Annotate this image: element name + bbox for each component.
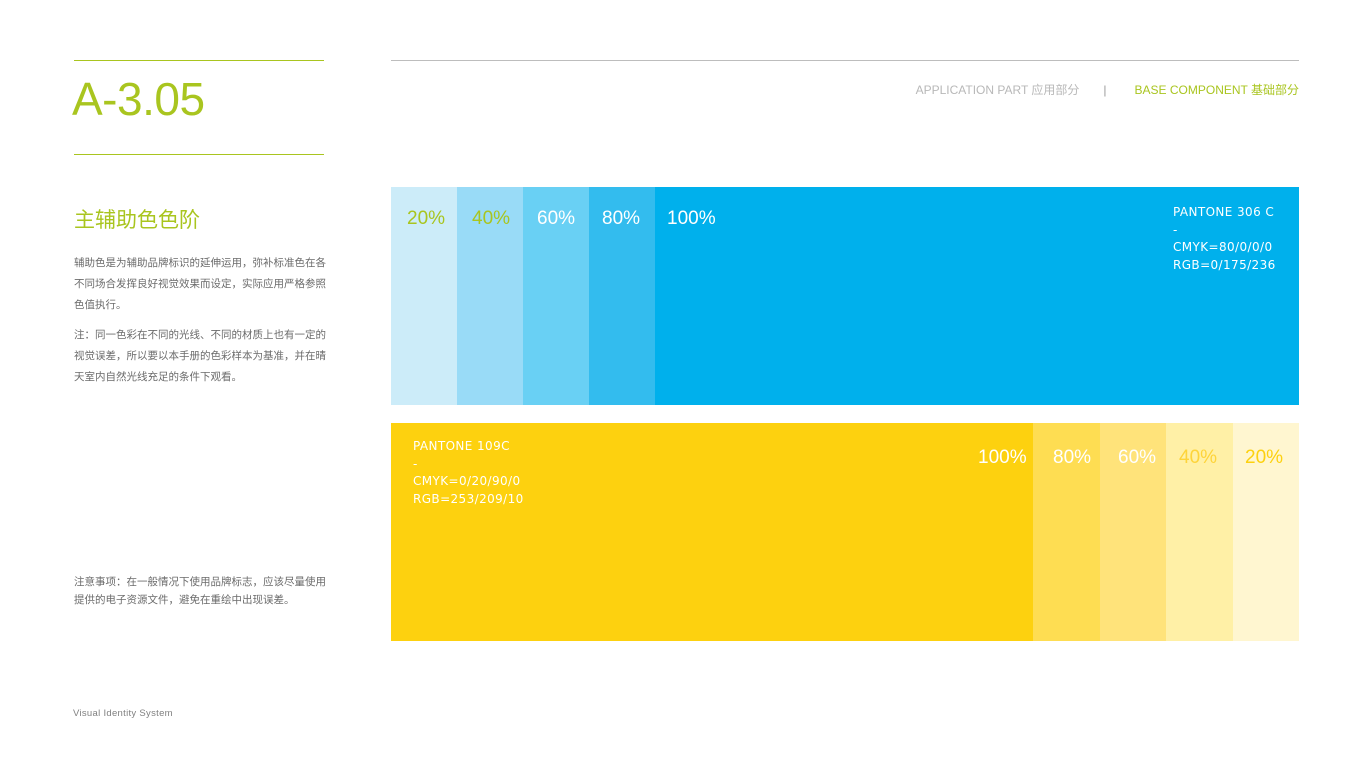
blue-tint-strip: 20% 40% 60% 80% 100% PANTONE 306 C - CMY… [391, 187, 1299, 405]
blue-swatch-100 [655, 187, 1299, 405]
yellow-rgb: RGB=253/209/10 [413, 491, 524, 506]
nav-application-part[interactable]: APPLICATION PART 应用部分 [915, 83, 1080, 97]
description-text: 辅助色是为辅助品牌标识的延伸运用，弥补标准色在各不同场合发挥良好视觉效果而设定，… [74, 257, 326, 311]
note-text: 注：同一色彩在不同的光线、不同的材质上也有一定的视觉误差，所以要以本手册的色彩样… [74, 329, 326, 383]
yellow-color-spec: PANTONE 109C - CMYK=0/20/90/0 RGB=253/20… [413, 438, 524, 508]
top-left-divider [74, 60, 324, 61]
nav-separator: | [1103, 82, 1107, 97]
yellow-pantone: PANTONE 109C [413, 439, 510, 453]
blue-tint-label-20: 20% [407, 208, 446, 229]
blue-pantone: PANTONE 306 C [1173, 205, 1275, 219]
notice-text: 注意事项：在一般情况下使用品牌标志，应该尽量使用提供的电子资源文件，避免在重绘中… [74, 576, 326, 606]
top-right-divider [391, 60, 1299, 61]
yellow-swatch-20 [1233, 423, 1299, 641]
blue-swatch-60 [523, 187, 589, 405]
blue-rgb: RGB=0/175/236 [1173, 257, 1276, 272]
blue-dash: - [1173, 222, 1178, 237]
yellow-swatch-80 [1033, 423, 1100, 641]
yellow-tint-label-40: 40% [1179, 447, 1218, 468]
yellow-tint-label-60: 60% [1118, 447, 1157, 468]
blue-color-spec: PANTONE 306 C - CMYK=80/0/0/0 RGB=0/175/… [1173, 204, 1277, 274]
yellow-dash: - [413, 456, 418, 471]
yellow-swatch-60 [1100, 423, 1166, 641]
yellow-swatch-100 [391, 423, 1033, 641]
yellow-swatch-40 [1166, 423, 1233, 641]
mid-left-divider [74, 154, 324, 155]
blue-swatch-40 [457, 187, 523, 405]
yellow-cmyk: CMYK=0/20/90/0 [413, 474, 521, 488]
blue-tint-label-80: 80% [602, 208, 641, 229]
yellow-tint-label-100: 100% [978, 447, 1027, 468]
blue-tint-label-100: 100% [667, 208, 716, 229]
yellow-tint-label-20: 20% [1245, 447, 1284, 468]
page-code: A-3.05 [72, 73, 205, 125]
nav-base-component[interactable]: BASE COMPONENT 基础部分 [1134, 83, 1299, 97]
blue-cmyk: CMYK=80/0/0/0 [1173, 240, 1273, 254]
section-title: 主辅助色色阶 [74, 208, 200, 232]
breadcrumb: APPLICATION PART 应用部分 | BASE COMPONENT 基… [916, 81, 1299, 98]
yellow-tint-label-80: 80% [1053, 447, 1092, 468]
blue-swatch-80 [589, 187, 655, 405]
blue-swatch-20 [391, 187, 457, 405]
yellow-tint-strip: 100% 80% 60% 40% 20% PANTONE 109C - CMYK… [391, 423, 1299, 641]
blue-tint-label-60: 60% [537, 208, 576, 229]
blue-tint-label-40: 40% [472, 208, 511, 229]
footer-text: Visual Identity System [73, 708, 173, 719]
